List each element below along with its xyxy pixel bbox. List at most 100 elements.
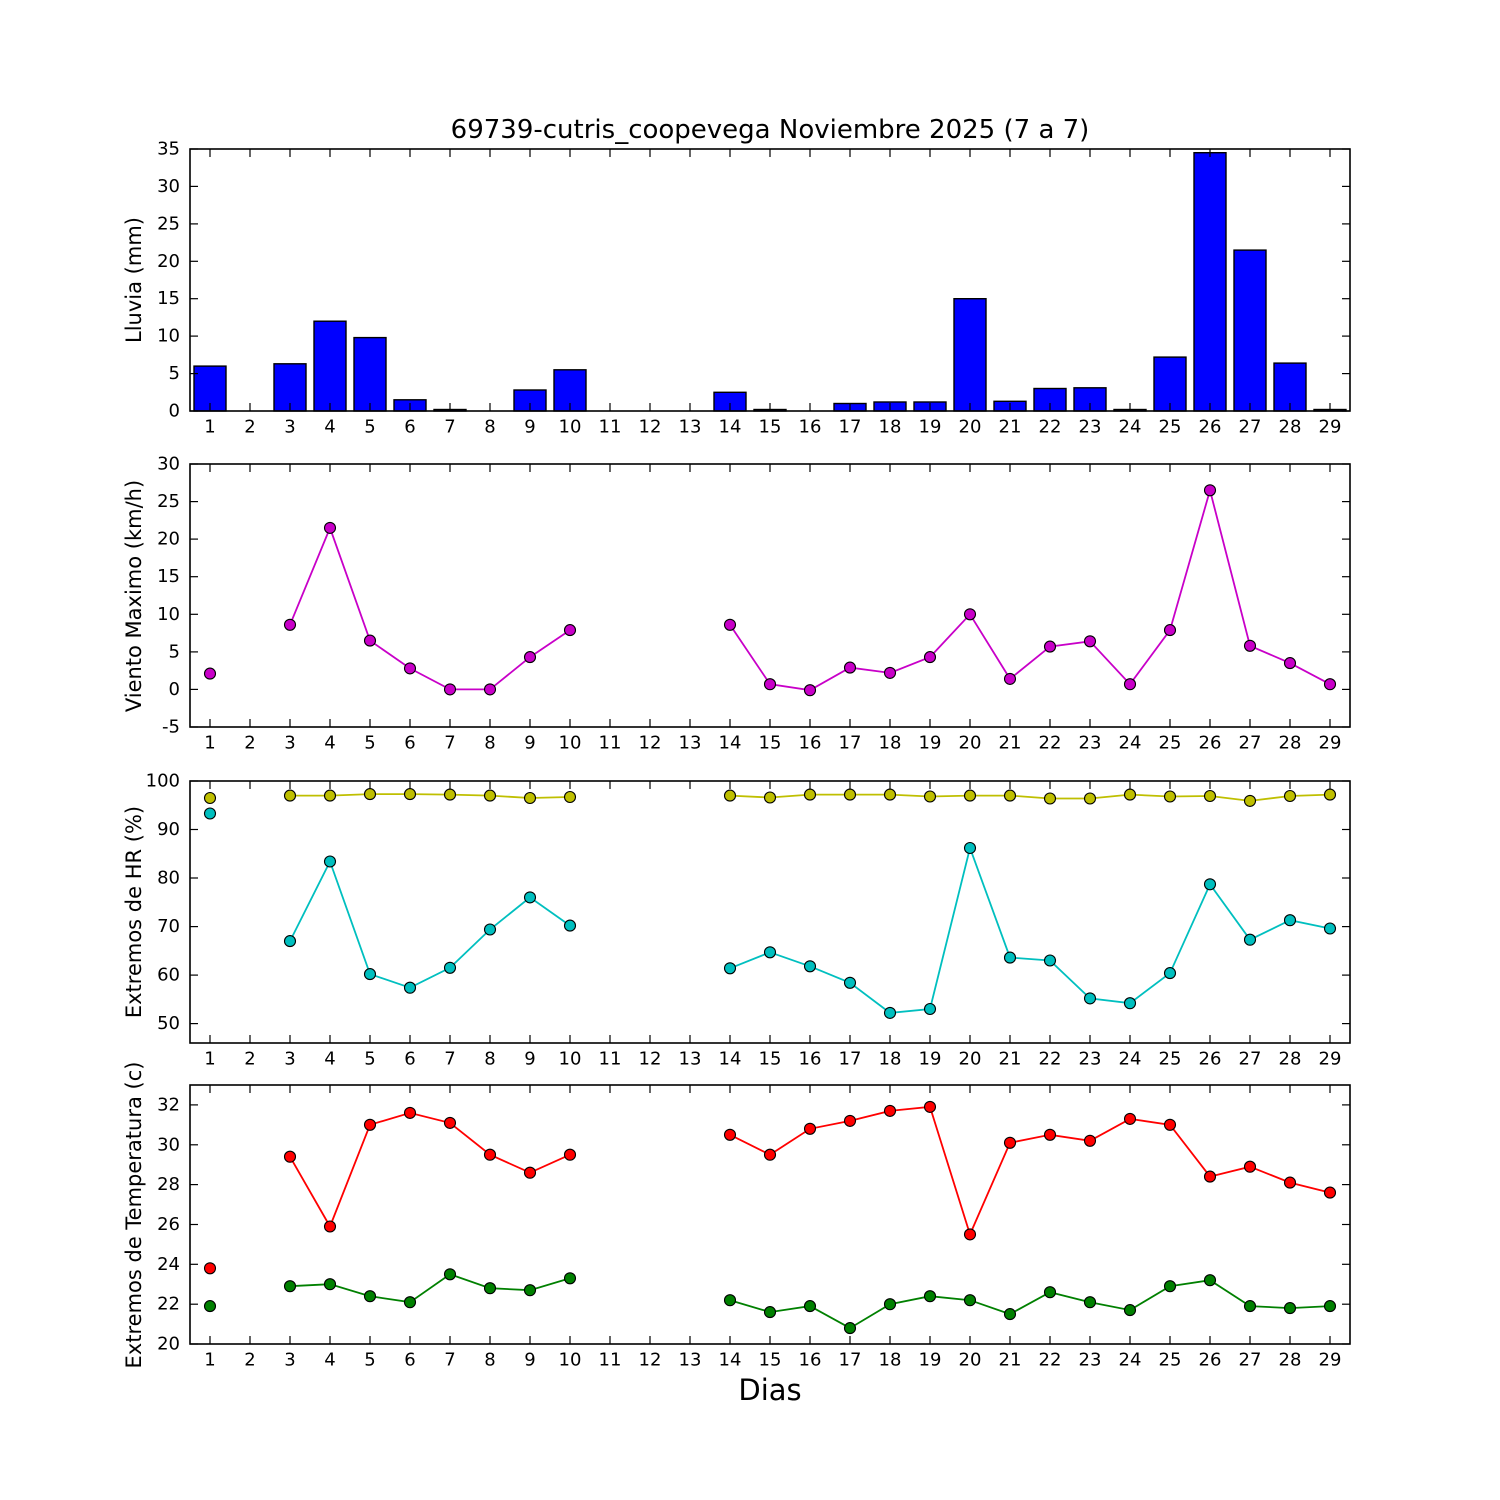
x-tick-label-day-1: 1 [204,417,215,438]
ylabel-viento: Viento Maximo (km/h) [122,480,146,712]
point-viento-maximo-day-7 [443,683,457,696]
point-hr-maxima-day-14 [723,789,737,802]
point-hr-minima-day-26 [1203,878,1217,891]
y-tick-label-30: 30 [157,454,180,475]
point-viento-maximo-day-29 [1323,678,1337,691]
point-temperatura-minima-day-5 [363,1290,377,1303]
point-hr-minima-day-29 [1323,922,1337,935]
point-hr-minima-day-3 [283,935,297,948]
x-tick-label-day-23: 23 [1079,1049,1102,1070]
point-temperatura-maxima-day-22 [1043,1128,1057,1141]
bar-day-4 [313,320,347,412]
x-tick-label-day-10: 10 [559,417,582,438]
point-hr-minima-day-5 [363,968,377,981]
point-temperatura-minima-day-25 [1163,1280,1177,1293]
x-tick-label-day-12: 12 [639,417,662,438]
x-tick-label-day-8: 8 [484,1350,495,1371]
x-tick-label-day-29: 29 [1319,417,1342,438]
x-tick-label-day-24: 24 [1119,1049,1142,1070]
point-temperatura-maxima-day-18 [883,1104,897,1117]
point-temperatura-maxima-day-7 [443,1116,457,1129]
x-tick-label-day-15: 15 [759,1049,782,1070]
point-temperatura-maxima-day-21 [1003,1136,1017,1149]
x-tick-label-day-2: 2 [244,733,255,754]
x-tick-label-day-28: 28 [1279,1049,1302,1070]
x-tick-label-day-15: 15 [759,733,782,754]
x-tick-label-day-23: 23 [1079,1350,1102,1371]
x-tick-label-day-9: 9 [524,417,535,438]
point-hr-maxima-day-3 [283,789,297,802]
point-hr-maxima-day-17 [843,788,857,801]
x-tick-label-day-3: 3 [284,1049,295,1070]
point-temperatura-minima-day-27 [1243,1300,1257,1313]
y-tick-label-50: 50 [157,1013,180,1034]
point-temperatura-minima-day-8 [483,1282,497,1295]
x-tick-label-day-26: 26 [1199,1350,1222,1371]
x-tick-label-day-22: 22 [1039,733,1062,754]
x-tick-label-day-24: 24 [1119,417,1142,438]
point-viento-maximo-day-8 [483,683,497,696]
point-hr-maxima-day-10 [563,790,577,804]
y-tick-label-24: 24 [157,1254,180,1275]
point-temperatura-maxima-day-9 [523,1166,537,1179]
x-tick-label-day-21: 21 [999,1049,1022,1070]
y-tick-label-30: 30 [157,176,180,197]
point-temperatura-maxima-day-1 [203,1262,217,1275]
point-hr-maxima-day-6 [403,788,417,801]
y-tick-label-26: 26 [157,1214,180,1235]
x-tick-label-day-25: 25 [1159,733,1182,754]
point-hr-minima-day-6 [403,981,417,994]
x-tick-label-day-14: 14 [719,1350,742,1371]
x-tick-label-day-17: 17 [839,1049,862,1070]
point-hr-minima-day-10 [563,919,577,932]
x-tick-label-day-5: 5 [364,1049,375,1070]
x-tick-label-day-18: 18 [879,733,902,754]
point-viento-maximo-day-15 [763,678,777,691]
x-tick-label-day-4: 4 [324,1350,335,1371]
point-hr-maxima-day-5 [363,788,377,801]
y-tick-label-80: 80 [157,868,180,889]
x-tick-label-day-24: 24 [1119,1350,1142,1371]
point-viento-maximo-day-17 [843,661,857,674]
chart-title: 69739-cutris_coopevega Noviembre 2025 (7… [451,115,1090,145]
x-tick-label-day-12: 12 [639,1049,662,1070]
y-tick-label-25: 25 [157,213,180,234]
x-tick-label-day-7: 7 [444,1049,455,1070]
x-tick-label-day-5: 5 [364,1350,375,1371]
y-tick-label-0: 0 [169,679,180,700]
x-tick-label-day-29: 29 [1319,1049,1342,1070]
point-viento-maximo-day-5 [363,634,377,647]
line-hr-minima [289,844,1331,1014]
point-hr-minima-day-14 [723,962,737,975]
x-tick-label-day-5: 5 [364,733,375,754]
x-tick-label-day-18: 18 [879,417,902,438]
point-hr-minima-day-19 [923,1002,937,1016]
point-viento-maximo-day-24 [1123,678,1137,691]
point-temperatura-minima-day-15 [763,1306,777,1319]
y-tick-label-15: 15 [157,566,180,587]
point-hr-maxima-day-8 [483,789,497,802]
point-hr-minima-day-16 [803,960,817,973]
point-temperatura-minima-day-20 [963,1294,977,1307]
x-tick-label-day-9: 9 [524,1049,535,1070]
bar-day-5 [353,336,387,412]
point-temperatura-maxima-day-29 [1323,1186,1337,1199]
x-tick-label-day-21: 21 [999,733,1022,754]
point-viento-maximo-day-6 [403,662,417,675]
point-viento-maximo-day-25 [1163,624,1177,637]
y-tick-label-5: 5 [169,641,180,662]
plot-frame [189,780,1351,1044]
point-hr-maxima-day-7 [443,788,457,801]
x-tick-label-day-16: 16 [799,1350,822,1371]
x-tick-label-day-10: 10 [559,733,582,754]
point-hr-minima-day-18 [883,1006,897,1019]
point-hr-minima-day-4 [323,855,337,868]
point-viento-maximo-day-16 [803,684,817,697]
point-temperatura-minima-day-14 [723,1294,737,1307]
point-temperatura-minima-day-17 [843,1322,857,1335]
x-tick-label-day-10: 10 [559,1049,582,1070]
ylabel-lluvia: Lluvia (mm) [122,217,146,343]
x-tick-label-day-19: 19 [919,1350,942,1371]
